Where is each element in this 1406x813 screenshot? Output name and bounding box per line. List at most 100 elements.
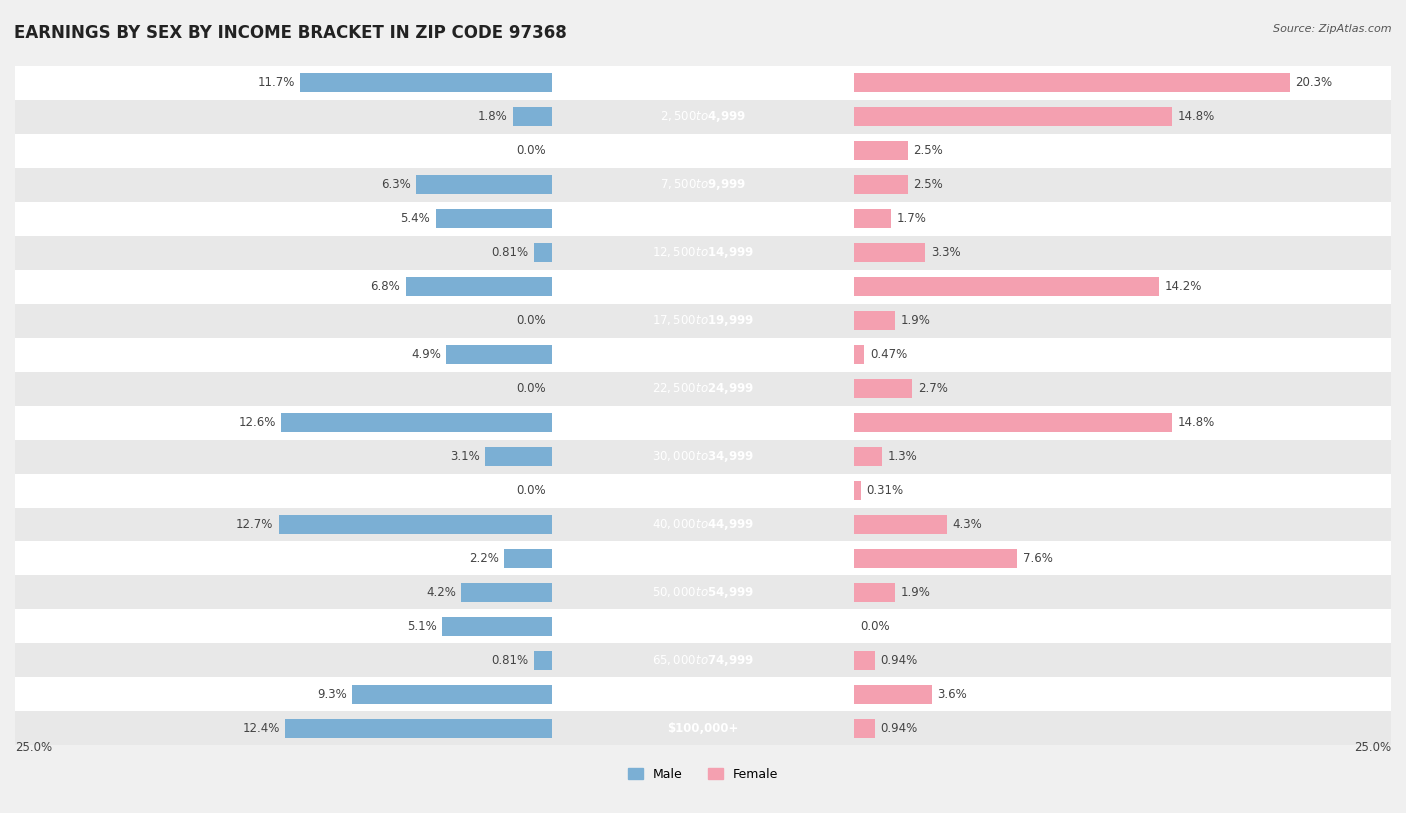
Text: $40,000 to $44,999: $40,000 to $44,999 [652, 517, 754, 532]
Bar [15, 66, 1391, 100]
Text: 1.7%: 1.7% [897, 212, 927, 225]
Text: 0.94%: 0.94% [880, 654, 917, 667]
Bar [15, 643, 1391, 677]
Text: $10,000 to $12,499: $10,000 to $12,499 [652, 211, 754, 226]
Text: 0.0%: 0.0% [516, 484, 546, 497]
Text: 14.8%: 14.8% [1178, 416, 1215, 429]
Bar [15, 337, 1391, 372]
Bar [447, 346, 551, 364]
Bar [855, 549, 1018, 567]
Bar [15, 440, 1391, 473]
Bar [855, 346, 865, 364]
Bar [15, 473, 1391, 507]
Text: 0.0%: 0.0% [516, 144, 546, 157]
Text: 25.0%: 25.0% [1354, 741, 1391, 754]
Text: 6.3%: 6.3% [381, 178, 411, 191]
Text: 2.5%: 2.5% [914, 144, 943, 157]
Bar [15, 270, 1391, 304]
Bar [855, 311, 896, 330]
Bar [15, 304, 1391, 337]
Bar [855, 719, 875, 737]
Text: $20,000 to $22,499: $20,000 to $22,499 [652, 347, 754, 362]
Text: $30,000 to $34,999: $30,000 to $34,999 [652, 449, 754, 464]
Bar [855, 277, 1159, 296]
Bar [855, 583, 896, 602]
Text: 14.2%: 14.2% [1164, 280, 1202, 293]
Text: 0.31%: 0.31% [866, 484, 904, 497]
Text: 2.2%: 2.2% [470, 552, 499, 565]
Legend: Male, Female: Male, Female [623, 763, 783, 786]
Text: $100,000+: $100,000+ [668, 722, 738, 735]
Text: $7,500 to $9,999: $7,500 to $9,999 [659, 177, 747, 192]
Text: $45,000 to $49,999: $45,000 to $49,999 [652, 551, 754, 566]
Text: 1.8%: 1.8% [478, 111, 508, 124]
Bar [15, 541, 1391, 576]
Bar [855, 243, 925, 262]
Text: $35,000 to $39,999: $35,000 to $39,999 [652, 483, 754, 498]
Bar [855, 515, 946, 534]
Bar [15, 134, 1391, 167]
Text: $55,000 to $64,999: $55,000 to $64,999 [652, 619, 754, 634]
Bar [15, 202, 1391, 236]
Text: $2,499 or less: $2,499 or less [657, 76, 749, 89]
Bar [15, 100, 1391, 134]
Bar [855, 379, 912, 398]
Text: 4.3%: 4.3% [952, 518, 981, 531]
Bar [285, 719, 551, 737]
Text: 0.81%: 0.81% [492, 654, 529, 667]
Bar [15, 677, 1391, 711]
Text: 0.81%: 0.81% [492, 246, 529, 259]
Bar [855, 447, 883, 466]
Text: 5.4%: 5.4% [401, 212, 430, 225]
Text: 2.7%: 2.7% [918, 382, 948, 395]
Text: $22,500 to $24,999: $22,500 to $24,999 [652, 381, 754, 396]
Text: 9.3%: 9.3% [316, 688, 346, 701]
Text: $65,000 to $74,999: $65,000 to $74,999 [652, 653, 754, 668]
Bar [436, 210, 551, 228]
Text: $17,500 to $19,999: $17,500 to $19,999 [652, 313, 754, 328]
Text: 0.0%: 0.0% [860, 620, 890, 633]
Text: 12.6%: 12.6% [238, 416, 276, 429]
Bar [855, 481, 860, 500]
Text: 0.0%: 0.0% [516, 314, 546, 327]
Text: $12,500 to $14,999: $12,500 to $14,999 [652, 246, 754, 260]
Text: 4.9%: 4.9% [411, 348, 441, 361]
Bar [406, 277, 551, 296]
Text: $50,000 to $54,999: $50,000 to $54,999 [652, 585, 754, 600]
Bar [15, 372, 1391, 406]
Text: 20.3%: 20.3% [1295, 76, 1333, 89]
Text: $75,000 to $99,999: $75,000 to $99,999 [652, 687, 754, 702]
Bar [15, 167, 1391, 202]
Bar [534, 651, 551, 670]
Bar [855, 107, 1173, 126]
Text: 0.0%: 0.0% [516, 382, 546, 395]
Bar [855, 141, 908, 160]
Bar [15, 507, 1391, 541]
Text: 5.1%: 5.1% [406, 620, 437, 633]
Bar [534, 243, 551, 262]
Text: 0.47%: 0.47% [870, 348, 907, 361]
Text: 1.9%: 1.9% [901, 314, 931, 327]
Bar [15, 576, 1391, 610]
Bar [15, 236, 1391, 270]
Text: 14.8%: 14.8% [1178, 111, 1215, 124]
Text: Source: ZipAtlas.com: Source: ZipAtlas.com [1274, 24, 1392, 34]
Text: $15,000 to $17,499: $15,000 to $17,499 [652, 279, 754, 294]
Text: 3.1%: 3.1% [450, 450, 479, 463]
Bar [278, 515, 551, 534]
Text: 2.5%: 2.5% [914, 178, 943, 191]
Bar [855, 685, 932, 704]
Text: 3.3%: 3.3% [931, 246, 960, 259]
Bar [855, 210, 891, 228]
Text: 1.3%: 1.3% [887, 450, 918, 463]
Text: $25,000 to $29,999: $25,000 to $29,999 [652, 415, 754, 430]
Text: EARNINGS BY SEX BY INCOME BRACKET IN ZIP CODE 97368: EARNINGS BY SEX BY INCOME BRACKET IN ZIP… [14, 24, 567, 42]
Text: 12.7%: 12.7% [236, 518, 274, 531]
Bar [441, 617, 551, 636]
Bar [15, 610, 1391, 643]
Bar [855, 413, 1173, 432]
Bar [461, 583, 551, 602]
Bar [855, 176, 908, 194]
Text: 25.0%: 25.0% [15, 741, 52, 754]
Bar [301, 73, 551, 92]
